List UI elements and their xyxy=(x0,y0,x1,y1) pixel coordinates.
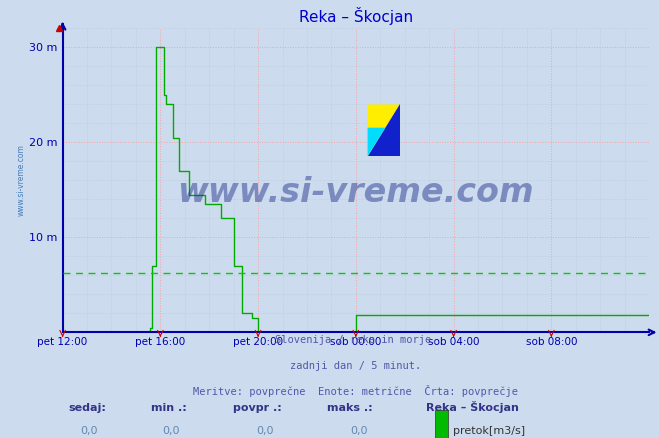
Text: povpr .:: povpr .: xyxy=(233,403,281,413)
Title: Reka – Škocjan: Reka – Škocjan xyxy=(299,7,413,25)
Text: min .:: min .: xyxy=(150,403,186,413)
Text: zadnji dan / 5 minut.: zadnji dan / 5 minut. xyxy=(290,361,422,371)
Polygon shape xyxy=(368,104,400,156)
Text: 0,0: 0,0 xyxy=(80,426,98,436)
Text: Meritve: povprečne  Enote: metrične  Črta: povprečje: Meritve: povprečne Enote: metrične Črta:… xyxy=(193,385,519,397)
Text: Slovenija / reke in morje.: Slovenija / reke in morje. xyxy=(275,336,437,346)
Text: 0,0: 0,0 xyxy=(162,426,180,436)
Text: pretok[m3/s]: pretok[m3/s] xyxy=(453,426,525,436)
Text: 0,0: 0,0 xyxy=(256,426,273,436)
Text: 0,0: 0,0 xyxy=(350,426,368,436)
Text: www.si-vreme.com: www.si-vreme.com xyxy=(177,176,534,209)
Text: sedaj:: sedaj: xyxy=(69,403,106,413)
Text: maks .:: maks .: xyxy=(327,403,372,413)
Text: www.si-vreme.com: www.si-vreme.com xyxy=(17,145,26,216)
Text: Reka – Škocjan: Reka – Škocjan xyxy=(426,401,519,413)
Polygon shape xyxy=(368,104,400,156)
Bar xyxy=(435,410,448,438)
Polygon shape xyxy=(368,128,386,156)
